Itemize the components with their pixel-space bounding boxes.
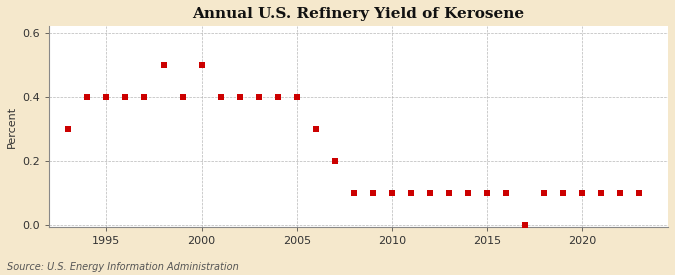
Point xyxy=(82,95,92,99)
Point xyxy=(348,191,359,196)
Point xyxy=(196,63,207,67)
Point xyxy=(596,191,607,196)
Point xyxy=(425,191,435,196)
Point xyxy=(63,127,74,131)
Point xyxy=(482,191,493,196)
Point xyxy=(501,191,512,196)
Y-axis label: Percent: Percent xyxy=(7,106,17,148)
Point xyxy=(558,191,569,196)
Text: Source: U.S. Energy Information Administration: Source: U.S. Energy Information Administ… xyxy=(7,262,238,272)
Point xyxy=(120,95,131,99)
Point xyxy=(253,95,264,99)
Point xyxy=(387,191,398,196)
Point xyxy=(101,95,112,99)
Point xyxy=(139,95,150,99)
Point xyxy=(577,191,588,196)
Point xyxy=(368,191,379,196)
Point xyxy=(329,159,340,163)
Point xyxy=(272,95,283,99)
Point xyxy=(177,95,188,99)
Point xyxy=(234,95,245,99)
Title: Annual U.S. Refinery Yield of Kerosene: Annual U.S. Refinery Yield of Kerosene xyxy=(192,7,524,21)
Point xyxy=(463,191,474,196)
Point xyxy=(158,63,169,67)
Point xyxy=(634,191,645,196)
Point xyxy=(406,191,416,196)
Point xyxy=(215,95,226,99)
Point xyxy=(310,127,321,131)
Point xyxy=(443,191,454,196)
Point xyxy=(615,191,626,196)
Point xyxy=(539,191,549,196)
Point xyxy=(520,223,531,228)
Point xyxy=(292,95,302,99)
